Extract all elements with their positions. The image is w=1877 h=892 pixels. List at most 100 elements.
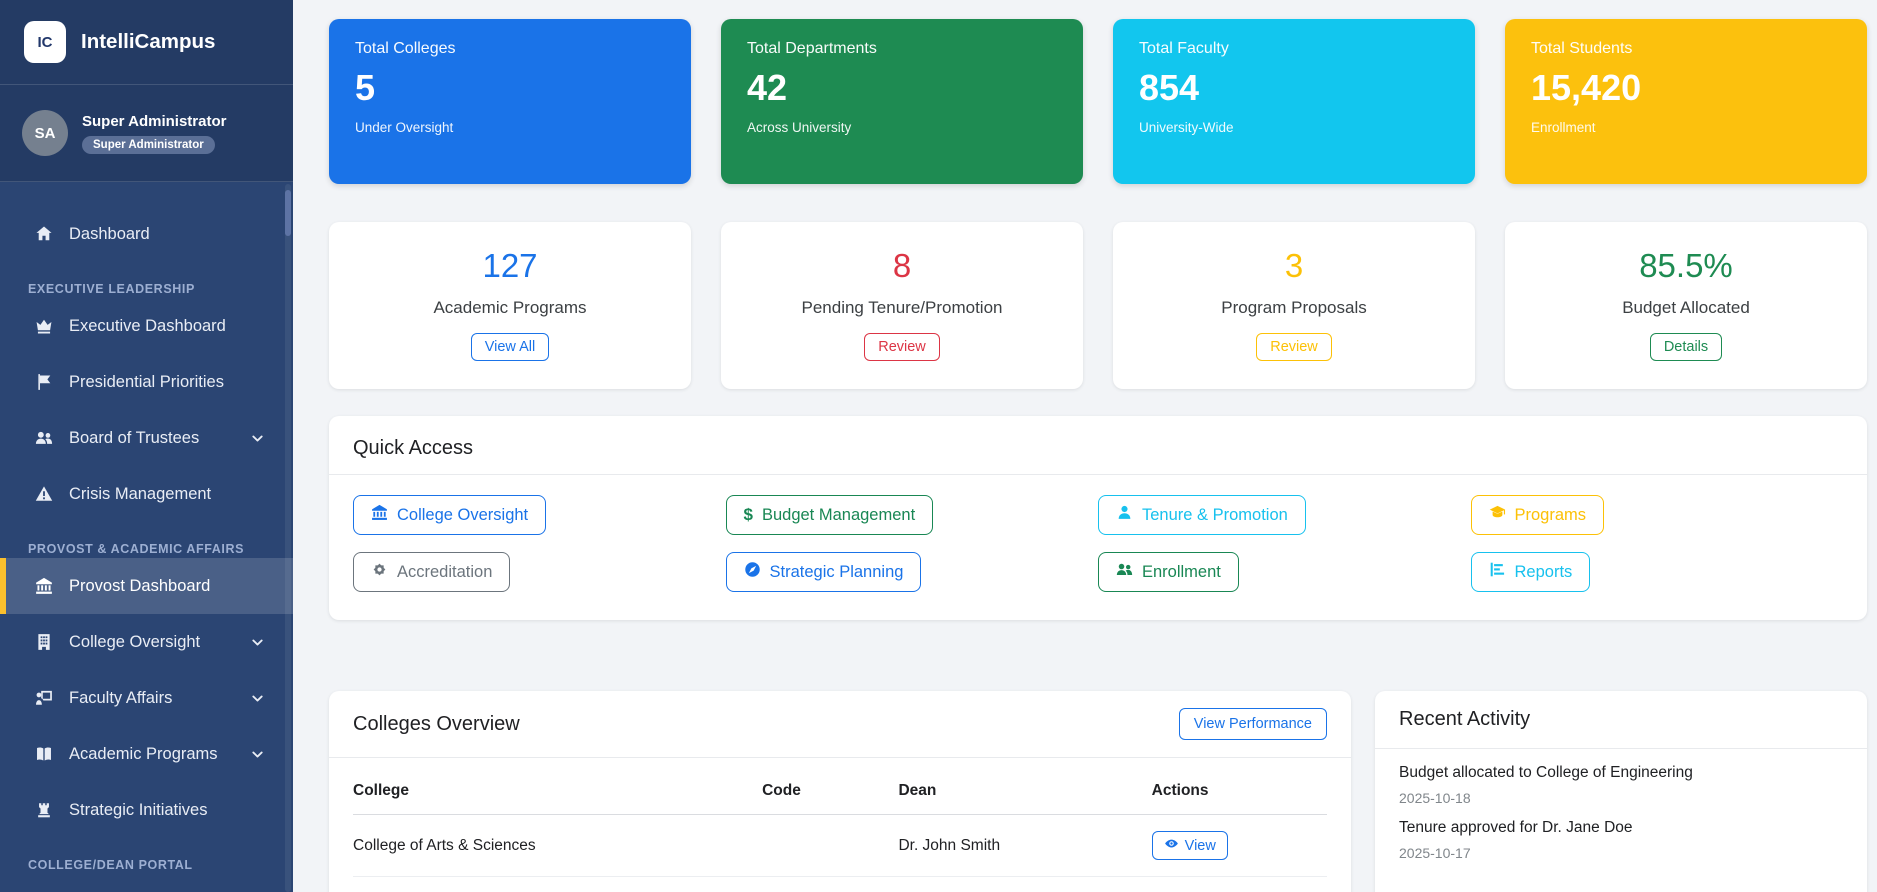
sidebar-item-executive-dashboard[interactable]: Executive Dashboard	[0, 298, 293, 354]
mini-label: Program Proposals	[1221, 298, 1367, 317]
stat-subtitle: University-Wide	[1139, 120, 1234, 135]
bottom-row: Colleges Overview View Performance Colle…	[329, 691, 1867, 892]
user-name: Super Administrator	[82, 112, 227, 130]
university-icon	[32, 577, 56, 595]
sidebar-scrollbar-thumb[interactable]	[285, 190, 291, 236]
sidebar-item-provost-dashboard[interactable]: Provost Dashboard	[0, 558, 293, 614]
dean-cell: Dr. John Smith	[898, 814, 1152, 877]
building-icon	[32, 633, 56, 651]
colleges-table: College Code Dean Actions College of Art…	[353, 764, 1327, 892]
stat-value: 15,420	[1531, 67, 1642, 108]
mini-card-academic-programs: 127 Academic Programs View All	[329, 222, 691, 389]
column-header-dean: Dean	[898, 764, 1152, 815]
stat-subtitle: Under Oversight	[355, 120, 454, 135]
book-icon	[32, 745, 56, 763]
stat-cards-row: Total Colleges 5 Under Oversight Total D…	[329, 19, 1867, 184]
sidebar-item-dashboard[interactable]: Dashboard	[0, 206, 293, 262]
review-tenure-button[interactable]: Review	[864, 333, 940, 361]
app-brand: IC IntelliCampus	[0, 0, 293, 85]
code-cell	[762, 876, 899, 892]
colleges-overview-title: Colleges Overview	[353, 712, 520, 735]
activity-date: 2025-10-18	[1399, 790, 1471, 806]
sidebar-item-strategic-initiatives[interactable]: Strategic Initiatives	[0, 782, 293, 838]
view-performance-button[interactable]: View Performance	[1178, 708, 1327, 740]
stat-title: Total Colleges	[355, 40, 456, 57]
stat-title: Total Departments	[747, 40, 877, 57]
list-item: Budget allocated to College of Engineeri…	[1375, 749, 1867, 806]
budget-management-button[interactable]: $ Budget Management	[725, 495, 934, 535]
mini-value: 8	[892, 247, 912, 284]
chess-icon	[32, 801, 56, 819]
users-icon	[1116, 561, 1133, 583]
stat-card-total-faculty: Total Faculty 854 University-Wide	[1113, 19, 1475, 184]
activity-text: Tenure approved for Dr. Jane Doe	[1399, 819, 1633, 836]
stat-card-total-departments: Total Departments 42 Across University	[721, 19, 1083, 184]
stat-subtitle: Across University	[747, 120, 852, 135]
reports-button[interactable]: Reports	[1470, 552, 1591, 592]
column-header-college: College	[353, 764, 763, 815]
mini-label: Budget Allocated	[1622, 298, 1750, 317]
stat-value: 42	[747, 67, 788, 108]
chevron-down-icon	[250, 635, 265, 650]
users-icon	[32, 429, 56, 447]
app-logo: IC	[24, 21, 66, 63]
sidebar-item-presidential-priorities[interactable]: Presidential Priorities	[0, 354, 293, 410]
sidebar-item-academic-programs[interactable]: Academic Programs	[0, 726, 293, 782]
teacher-icon	[32, 689, 56, 707]
university-icon	[371, 504, 388, 526]
budget-details-button[interactable]: Details	[1649, 333, 1723, 361]
review-proposals-button[interactable]: Review	[1256, 333, 1332, 361]
college-oversight-button[interactable]: College Oversight	[353, 495, 547, 535]
tenure-promotion-button[interactable]: Tenure & Promotion	[1098, 495, 1306, 535]
table-row: College of Arts & Sciences Dr. John Smit…	[353, 814, 1327, 877]
recent-activity-title: Recent Activity	[1399, 708, 1531, 730]
user-profile: SA Super Administrator Super Administrat…	[0, 85, 293, 182]
view-all-button[interactable]: View All	[470, 333, 550, 361]
sidebar-item-board-of-trustees[interactable]: Board of Trustees	[0, 410, 293, 466]
certificate-icon	[371, 561, 388, 583]
chart-bar-icon	[1489, 561, 1506, 583]
colleges-overview-panel: Colleges Overview View Performance Colle…	[329, 691, 1351, 892]
enrollment-button[interactable]: Enrollment	[1098, 552, 1239, 592]
avatar: SA	[22, 110, 68, 156]
accreditation-button[interactable]: Accreditation	[353, 552, 511, 592]
column-header-code: Code	[762, 764, 899, 815]
quick-access-title: Quick Access	[329, 416, 1867, 475]
recent-activity-panel: Recent Activity Budget allocated to Coll…	[1375, 691, 1867, 892]
quick-access-panel: Quick Access College Oversight $ Budget …	[329, 416, 1867, 620]
sidebar-item-crisis-management[interactable]: Crisis Management	[0, 466, 293, 522]
strategic-planning-button[interactable]: Strategic Planning	[725, 552, 922, 592]
sidebar-item-college-oversight[interactable]: College Oversight	[0, 614, 293, 670]
stat-value: 854	[1139, 67, 1200, 108]
main-content: Total Colleges 5 Under Oversight Total D…	[293, 0, 1877, 892]
crown-icon	[32, 317, 56, 335]
view-college-button[interactable]: View	[1151, 831, 1228, 860]
college-cell: College of Arts & Sciences	[353, 814, 763, 877]
eye-icon	[1164, 836, 1179, 855]
mini-value: 127	[482, 247, 538, 284]
sidebar-nav: Dashboard EXECUTIVE LEADERSHIP Executive…	[0, 182, 293, 874]
stat-title: Total Faculty	[1139, 40, 1229, 57]
sidebar-section-provost-academic-affairs: PROVOST & ACADEMIC AFFAIRS	[28, 542, 245, 556]
mini-value: 85.5%	[1639, 247, 1733, 284]
programs-button[interactable]: Programs	[1470, 495, 1605, 535]
college-cell	[353, 876, 763, 892]
dollar-icon: $	[743, 505, 753, 524]
sidebar: IC IntelliCampus SA Super Administrator …	[0, 0, 293, 892]
chevron-down-icon	[250, 691, 265, 706]
person-icon	[1116, 504, 1133, 526]
warning-triangle-icon	[32, 485, 56, 503]
app-logo-text: IC	[37, 33, 53, 51]
chevron-down-icon	[250, 431, 265, 446]
activity-date: 2025-10-17	[1399, 845, 1471, 861]
activity-text: Budget allocated to College of Engineeri…	[1399, 764, 1693, 781]
sidebar-section-executive-leadership: EXECUTIVE LEADERSHIP	[28, 282, 195, 296]
stat-subtitle: Enrollment	[1531, 120, 1596, 135]
list-item: Tenure approved for Dr. Jane Doe 2025-10…	[1375, 806, 1867, 861]
column-header-actions: Actions	[1151, 764, 1327, 815]
home-icon	[32, 225, 56, 243]
user-role-badge: Super Administrator	[82, 135, 215, 154]
chevron-down-icon	[250, 747, 265, 762]
sidebar-item-faculty-affairs[interactable]: Faculty Affairs	[0, 670, 293, 726]
